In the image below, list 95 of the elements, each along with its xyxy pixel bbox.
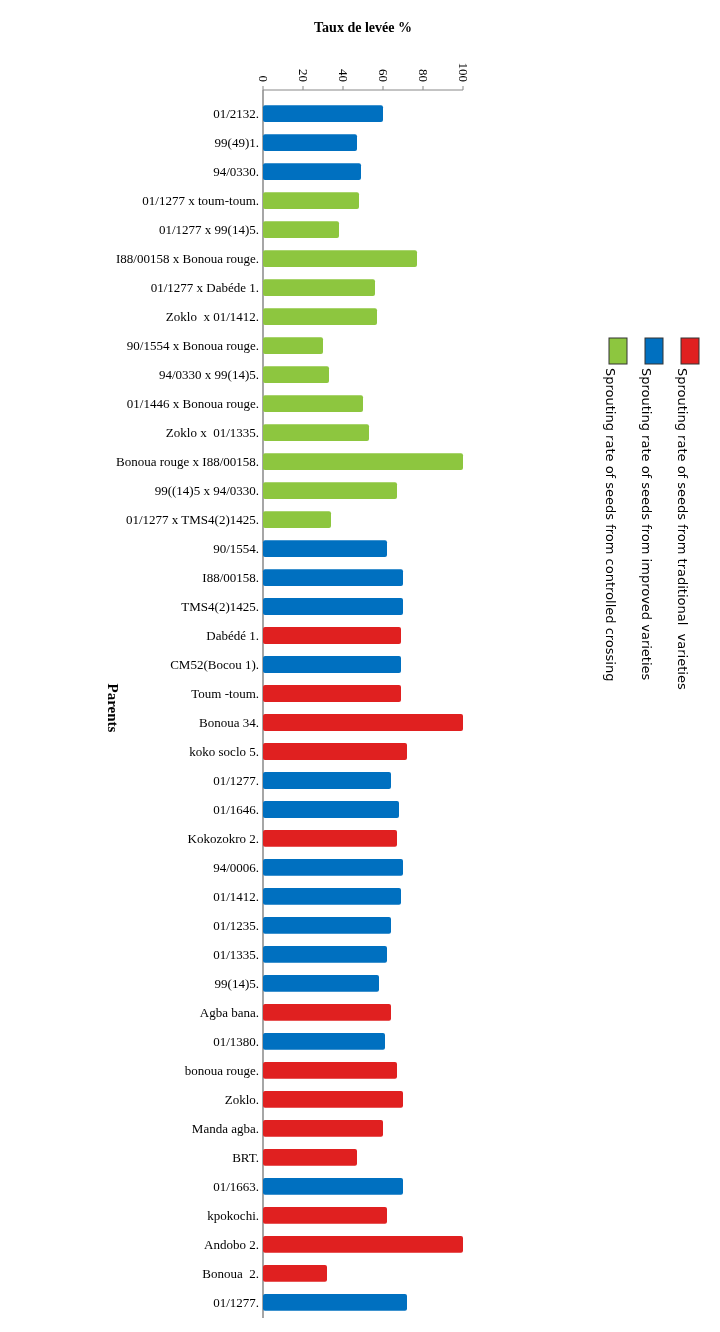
y-tick-label: Dabédé 1. [206, 628, 259, 644]
y-tick-label: 90/1554. [213, 541, 259, 557]
bar [263, 105, 383, 123]
bar [263, 569, 403, 586]
x-tick-label: 40 [335, 69, 351, 82]
bar [263, 1177, 403, 1195]
y-tick-label: kpokochi. [207, 1207, 259, 1223]
y-tick-label: koko soclo 5. [189, 743, 259, 759]
bar [263, 1090, 403, 1108]
y-tick-label: 01/1380. [213, 1033, 259, 1049]
bar [263, 424, 369, 441]
y-tick-label: bonoua rouge. [184, 1062, 259, 1078]
bar [263, 540, 387, 557]
bar [263, 598, 403, 615]
y-tick-label: 01/1646. [213, 801, 259, 817]
y-tick-label: BRT. [232, 1149, 259, 1165]
y-tick-label: 01/1277 x toum-toum. [142, 193, 259, 209]
bar [263, 656, 401, 673]
bar [263, 1062, 397, 1079]
y-tick-label: Manda agba. [191, 1120, 259, 1136]
y-tick-label: 99(49)1. [214, 135, 259, 151]
bar [263, 1293, 407, 1311]
y-tick-label: Zoklo x 01/1412. [165, 309, 259, 325]
y-tick-label: CM52(Bocou 1). [170, 657, 259, 673]
y-tick-label: 01/1446 x Bonoua rouge. [126, 396, 259, 412]
y-tick-label: 01/1235. [213, 917, 259, 933]
bar [263, 1148, 357, 1166]
y-tick-label: 01/2132. [213, 106, 259, 122]
bar [263, 975, 379, 992]
y-tick-label: 01/1277 x Dabéde 1. [150, 280, 259, 296]
y-tick-label: 01/1277. [213, 772, 259, 788]
y-tick-label: I88/00158 x Bonoua rouge. [116, 251, 259, 267]
y-tick-label: 94/0330. [213, 164, 259, 180]
y-tick-label: 99((14)5 x 94/0330. [154, 483, 259, 499]
bar [263, 134, 357, 152]
bar [263, 1004, 391, 1021]
bar [263, 946, 387, 963]
bar [263, 859, 403, 876]
bar [263, 1264, 327, 1282]
bar [263, 1119, 383, 1137]
bar [263, 511, 331, 528]
bar [263, 337, 323, 354]
x-axis-title: Taux de levée % [314, 20, 412, 35]
y-tick-label: Zoklo x 01/1335. [165, 425, 259, 441]
x-tick-label: 100 [455, 62, 471, 82]
x-tick-label: 80 [415, 69, 431, 82]
y-tick-label: 01/1277. [213, 1294, 259, 1310]
bar [263, 308, 377, 326]
bar [263, 1235, 463, 1253]
y-tick-label: 99(14)5. [214, 975, 259, 991]
bar [263, 279, 375, 297]
bar [263, 743, 407, 760]
bar [263, 801, 399, 818]
y-tick-label: 01/1335. [213, 946, 259, 962]
y-tick-label: 01/1277 x 99(14)5. [158, 222, 259, 238]
y-tick-label: Agba bana. [199, 1004, 259, 1020]
bar [263, 830, 397, 847]
y-tick-label: 90/1554 x Bonoua rouge. [126, 338, 259, 354]
bar [263, 917, 391, 934]
bar [263, 1033, 385, 1050]
bar [263, 366, 329, 383]
y-tick-label: 01/1412. [213, 888, 259, 904]
y-axis-title: Parents [105, 683, 121, 733]
bar [263, 221, 339, 239]
x-tick-label: 60 [375, 69, 391, 82]
y-tick-label: Bonoua 34. [199, 715, 259, 730]
y-tick-label: Bonoua 2. [202, 1265, 259, 1281]
bar [263, 714, 463, 731]
y-tick-label: Zoklo. [224, 1091, 259, 1107]
y-tick-label: Kokozokro 2. [187, 830, 259, 846]
bar [263, 685, 401, 702]
y-tick-label: Toum -toum. [191, 686, 259, 701]
bar [263, 1206, 387, 1224]
bar [263, 163, 361, 181]
x-tick-label: 0 [255, 75, 271, 82]
legend-label: Sprouting rate of seeds from improved varieties [639, 368, 654, 681]
legend-label: Sprouting rate of seeds from traditional varieties [675, 368, 690, 690]
bar [263, 772, 391, 789]
bar [263, 482, 397, 499]
legend-label: Sprouting rate of seeds from controlled crossing [603, 368, 618, 682]
y-tick-label: 01/1277 x TMS4(2)1425. [125, 512, 259, 528]
bar [263, 627, 401, 644]
y-tick-label: TMS4(2)1425. [181, 599, 259, 615]
y-tick-label: I88/00158. [202, 570, 259, 586]
y-tick-label: 01/1663. [213, 1178, 259, 1194]
y-tick-label: Andobo 2. [204, 1236, 259, 1252]
bar [263, 395, 363, 412]
bar [263, 192, 359, 210]
bar [263, 250, 417, 268]
y-tick-label: Bonoua rouge x I88/00158. [116, 454, 259, 470]
y-tick-label: 94/0330 x 99(14)5. [158, 367, 259, 383]
y-tick-label: 94/0006. [213, 859, 259, 875]
x-tick-label: 20 [295, 69, 311, 82]
bar [263, 888, 401, 905]
bar [263, 453, 463, 470]
